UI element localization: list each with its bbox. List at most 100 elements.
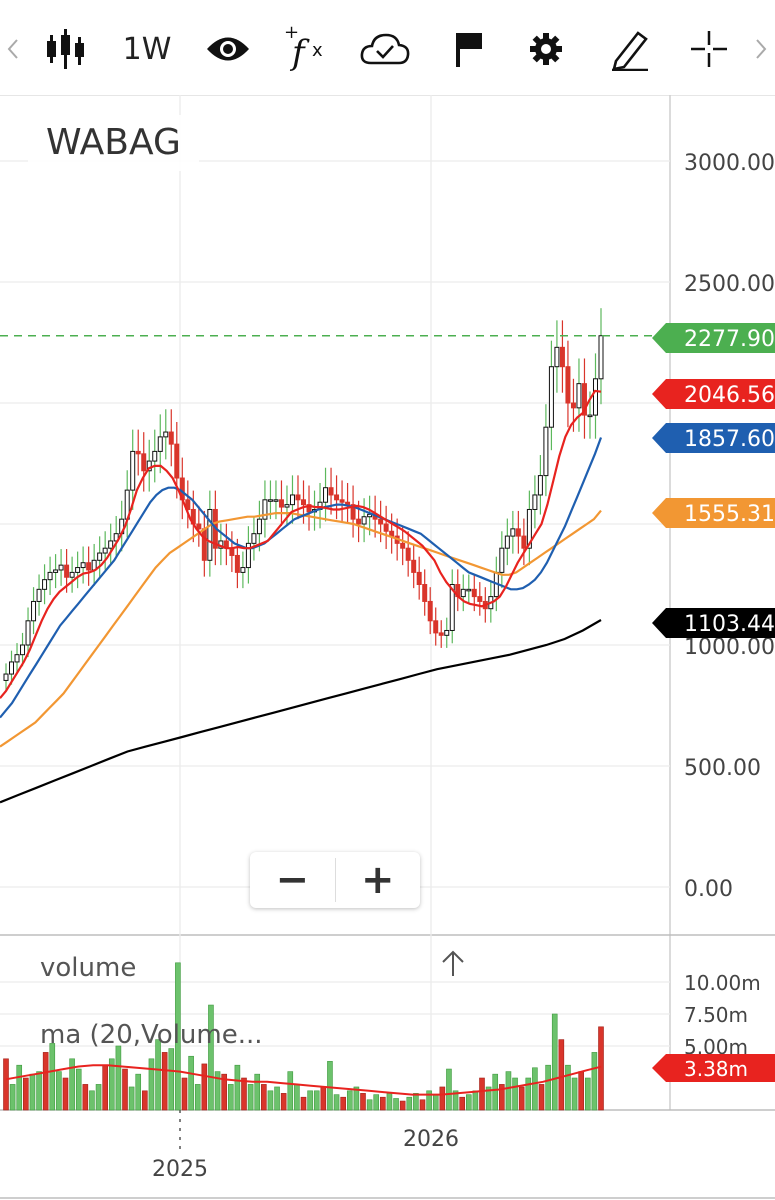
candle-body (3, 673, 9, 681)
zoom-divider (334, 858, 336, 902)
candle-body (146, 460, 152, 472)
volume-bar (532, 1067, 538, 1111)
volume-bar (148, 1058, 155, 1111)
volume-bar (413, 1093, 419, 1111)
ma-orange-line (0, 509, 602, 748)
price-tag-label: 2277.90 (684, 327, 775, 352)
price-tick-label: 500.00 (684, 756, 761, 781)
zoom-out-button[interactable]: − (275, 857, 309, 903)
volume-bar (36, 1071, 42, 1111)
price-tag (652, 423, 775, 453)
candle-body (383, 523, 389, 532)
candle-body (306, 504, 312, 513)
candle-body (559, 346, 565, 368)
volume-bar (16, 1064, 23, 1111)
volume-bar (95, 1084, 102, 1111)
candle-body (328, 487, 334, 496)
zoom-control: − + (250, 852, 420, 908)
price-chart[interactable]: 3000.00 2500.00 1000.00 500.00 0.00 2025 2026 2… (0, 95, 775, 1200)
candle-body (20, 644, 26, 656)
candlestick-icon[interactable] (38, 16, 92, 82)
crosshair-icon[interactable] (686, 16, 732, 82)
candle-body (339, 499, 345, 503)
volume-bar (584, 1077, 591, 1111)
volume-bar (56, 1071, 62, 1111)
volume-bar (439, 1086, 446, 1111)
candle-body (526, 508, 532, 549)
candle-body (75, 567, 81, 573)
candle-body (471, 588, 477, 598)
svg-text:+: + (284, 24, 299, 43)
volume-bar (280, 1093, 287, 1111)
candle-body (196, 523, 202, 530)
volume-tag-label: 3.38m (684, 1057, 748, 1081)
chevron-right-icon[interactable] (748, 16, 774, 82)
candle-body (334, 494, 340, 501)
volume-bar (340, 1096, 346, 1111)
ma-red-line (0, 389, 602, 699)
candle-body (168, 431, 174, 445)
function-icon[interactable]: + f x (276, 16, 336, 82)
volume-bar (446, 1068, 452, 1111)
zoom-in-button[interactable]: + (360, 857, 395, 903)
candle-body (25, 620, 31, 646)
candle-body (411, 559, 417, 573)
arrow-up-icon[interactable] (442, 950, 464, 976)
svg-text:f: f (289, 33, 310, 73)
candle-body (460, 588, 466, 598)
candle-body (405, 547, 411, 561)
volume-bar (459, 1096, 465, 1111)
candle-body (141, 453, 147, 472)
volume-bar (161, 1052, 168, 1111)
cloud-save-icon[interactable] (354, 16, 416, 82)
candle-body (433, 620, 439, 634)
candle-body (80, 562, 86, 569)
volume-bar (406, 1096, 413, 1111)
candle-body (444, 629, 450, 636)
volume-ma-label: ma (20,Volume... (40, 1020, 263, 1050)
candle-body (108, 540, 114, 549)
candle-body (14, 654, 20, 663)
volume-bar (42, 1052, 49, 1111)
timeframe-button[interactable]: 1W (106, 16, 188, 82)
volume-bar (221, 1073, 227, 1111)
volume-bar (188, 1055, 194, 1111)
volume-bar (267, 1090, 274, 1111)
volume-bar (518, 1086, 525, 1111)
candle-body (251, 533, 257, 544)
svg-text:x: x (312, 40, 323, 61)
candle-body (31, 600, 37, 622)
candle-body (262, 499, 268, 520)
candle-body (9, 661, 15, 675)
eye-icon[interactable] (198, 16, 258, 82)
volume-bar (591, 1052, 598, 1111)
volume-bar (62, 1077, 69, 1111)
chevron-left-icon[interactable] (0, 16, 26, 82)
volume-bar (346, 1090, 353, 1111)
candle-body (367, 513, 373, 518)
volume-bar (333, 1094, 340, 1111)
pencil-icon[interactable] (600, 16, 660, 82)
volume-bar (300, 1096, 307, 1111)
gear-icon[interactable] (520, 16, 572, 82)
candle-body (466, 588, 472, 592)
volume-bar (538, 1084, 545, 1111)
candle-body (152, 450, 158, 462)
volume-bar (525, 1077, 532, 1111)
flag-icon[interactable] (440, 16, 492, 82)
volume-bar (254, 1073, 261, 1111)
price-tag (652, 323, 775, 353)
candle-body (499, 547, 505, 573)
volume-tick-label: 7.50m (684, 1003, 748, 1027)
candle-body (256, 518, 262, 535)
price-tag-label: 1857.60 (684, 427, 775, 452)
volume-tick-label: 10.00m (684, 971, 761, 995)
price-tag (652, 379, 775, 409)
volume-bar (69, 1058, 75, 1111)
volume-bar (380, 1096, 386, 1111)
candle-body (422, 584, 428, 602)
candle-body (532, 494, 538, 510)
candle-body (157, 436, 163, 452)
price-tick-label: 1000.00 (684, 635, 775, 660)
volume-bar (274, 1086, 280, 1111)
